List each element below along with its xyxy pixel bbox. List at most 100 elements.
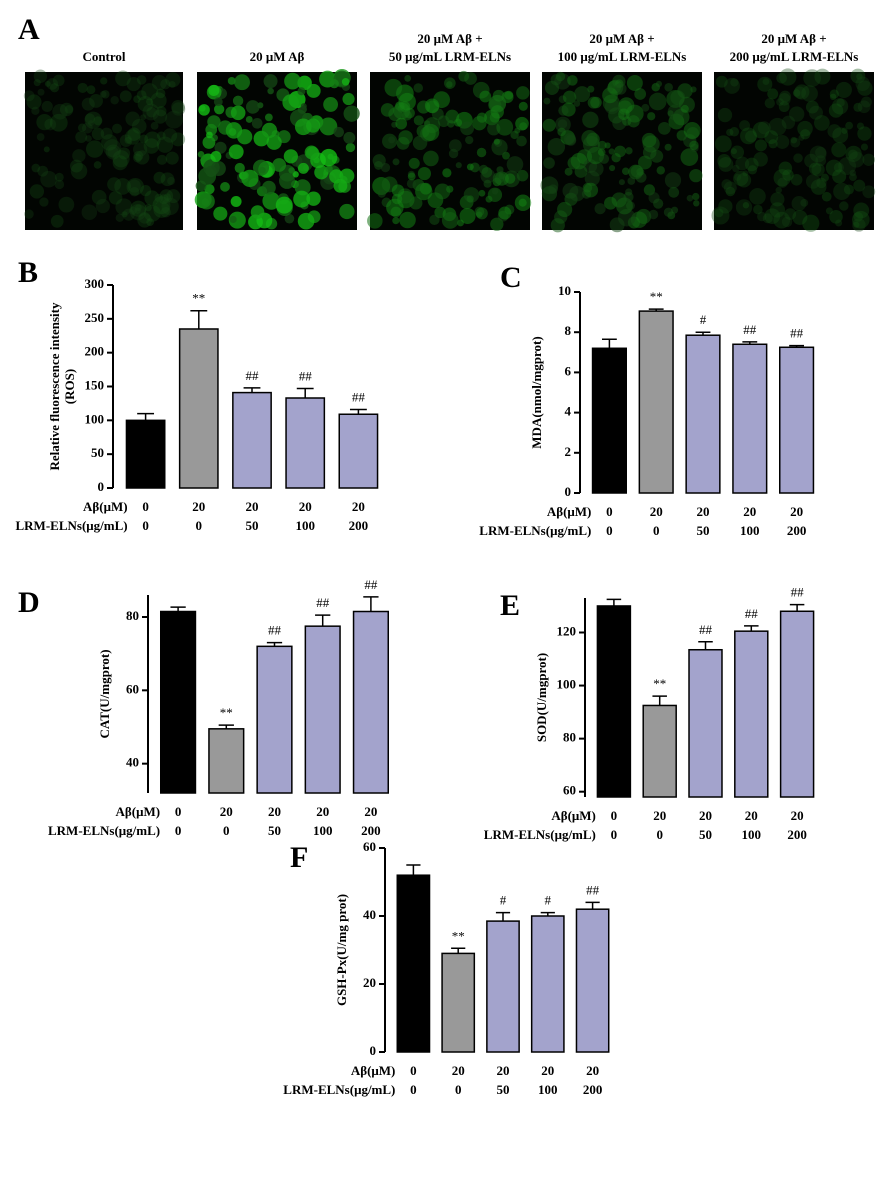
cell (29, 184, 45, 199)
x-tick-label: 100 (295, 518, 315, 533)
cell (140, 114, 147, 121)
x-tick-label: 20 (220, 804, 233, 819)
cell (608, 148, 615, 155)
cell (683, 134, 697, 148)
cell (137, 213, 152, 228)
cell (574, 165, 588, 178)
error-bar (789, 344, 805, 348)
cell (636, 208, 652, 224)
cell (504, 173, 516, 184)
cell (664, 172, 682, 189)
cell (853, 221, 860, 228)
cell (437, 115, 450, 128)
annotation: ## (699, 622, 713, 637)
x-tick-label: 100 (538, 1082, 558, 1097)
cell (272, 158, 287, 172)
cell (43, 146, 50, 153)
cell (108, 191, 123, 205)
cell (690, 143, 699, 153)
cell (492, 172, 505, 184)
cell (721, 179, 732, 190)
cell (672, 108, 690, 126)
cell (95, 198, 110, 214)
cell (228, 211, 246, 229)
annotation: ## (316, 595, 330, 610)
cell (814, 68, 831, 85)
cell (825, 159, 843, 176)
bar (304, 625, 341, 794)
cell (297, 162, 309, 174)
cell (554, 210, 568, 224)
cell (100, 127, 113, 140)
cell (100, 77, 108, 85)
cell (853, 211, 864, 222)
cell (459, 207, 476, 224)
cell (138, 211, 151, 224)
cell (821, 191, 832, 202)
cell (784, 208, 797, 221)
cell (124, 136, 132, 144)
cell (112, 123, 123, 134)
cell (573, 100, 581, 107)
cell (650, 149, 664, 163)
cell (768, 117, 787, 136)
cell (44, 80, 51, 87)
cell (197, 150, 205, 158)
bar (441, 952, 476, 1053)
x-tick-label: 20 (316, 804, 329, 819)
cell (230, 105, 246, 121)
cell (136, 90, 147, 101)
cell (228, 144, 244, 160)
x-tick-label: 20 (452, 1063, 465, 1078)
cell (284, 213, 295, 224)
cell (805, 174, 821, 189)
cell (793, 153, 803, 163)
cell (742, 170, 749, 177)
annotation: # (500, 893, 507, 908)
cell (306, 191, 321, 206)
y-tick-label: 120 (557, 623, 577, 638)
cell (31, 106, 40, 115)
cell (33, 79, 41, 87)
cell (829, 89, 839, 99)
cell (479, 90, 492, 103)
cell (723, 181, 737, 195)
annotation: ## (299, 369, 313, 384)
cell (849, 169, 857, 177)
cell (150, 92, 167, 109)
cell (577, 149, 593, 165)
cell (144, 190, 160, 206)
cell (171, 132, 186, 147)
error-bar (648, 308, 664, 312)
cell (87, 120, 95, 127)
error-bar (695, 331, 711, 336)
cell (143, 204, 161, 222)
cell (89, 93, 103, 108)
error-bar (652, 695, 667, 706)
cell (845, 145, 862, 163)
error-bar (742, 341, 758, 345)
y-tick-label: 250 (85, 310, 105, 325)
cell (683, 121, 701, 139)
y-tick-label: 8 (565, 323, 572, 338)
cell (93, 116, 103, 126)
cell (458, 70, 470, 82)
cell (131, 118, 147, 134)
cell (587, 85, 595, 93)
cell (125, 111, 140, 127)
cell (84, 113, 96, 124)
cell (648, 192, 660, 204)
error-bar (363, 596, 379, 612)
cell (857, 80, 873, 96)
cell (333, 178, 348, 193)
error-bar (585, 901, 600, 910)
bar (575, 908, 610, 1053)
annotation: ## (352, 389, 366, 404)
cell (214, 141, 227, 154)
cell (487, 187, 503, 202)
annotation: # (700, 312, 707, 327)
error-bar (243, 387, 261, 393)
cell (135, 204, 142, 212)
cell (618, 179, 625, 186)
cell (793, 86, 807, 99)
